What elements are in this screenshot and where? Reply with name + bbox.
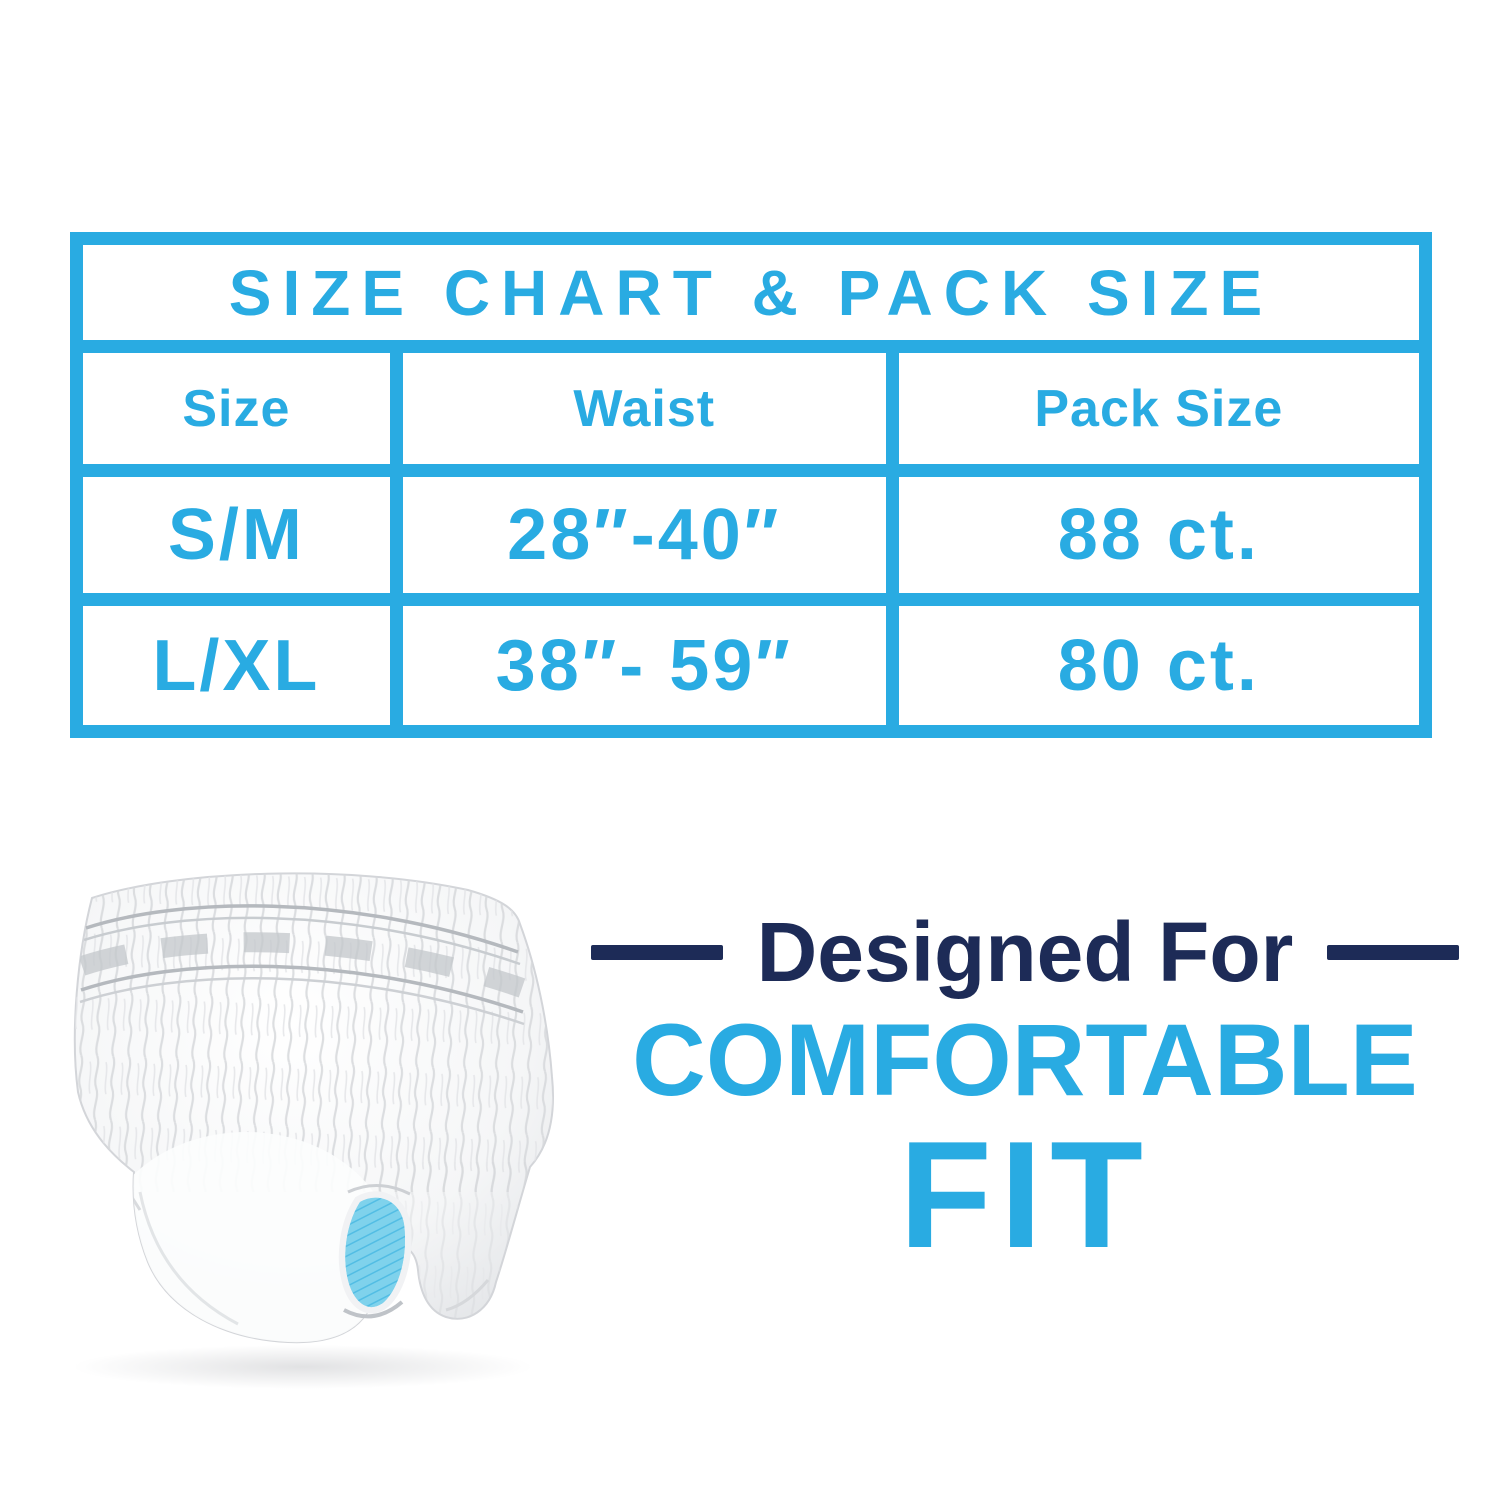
tagline-designed-for: Designed For bbox=[756, 905, 1294, 999]
dash-line-left-icon bbox=[590, 944, 723, 960]
size-chart-table: SIZE CHART & PACK SIZE Size Waist Pack S… bbox=[70, 232, 1432, 738]
product-photo bbox=[48, 862, 600, 1428]
photo-shadow bbox=[73, 1345, 533, 1389]
cell-waist-lxl: 38″- 59″ bbox=[402, 606, 886, 725]
absorbent-pad bbox=[338, 1191, 412, 1319]
cell-pack-lxl: 80 ct. bbox=[898, 606, 1419, 725]
waistband-pattern bbox=[78, 904, 526, 1026]
underwear-illustration bbox=[73, 872, 554, 1389]
cell-pack-sm: 88 ct. bbox=[898, 477, 1419, 593]
tagline-comfortable: COMFORTABLE bbox=[632, 1002, 1418, 1117]
cell-size-lxl: L/XL bbox=[83, 606, 390, 725]
cell-size-sm: S/M bbox=[83, 477, 390, 593]
column-header-size: Size bbox=[83, 353, 390, 464]
column-header-pack-size: Pack Size bbox=[898, 353, 1419, 464]
dash-line-right-icon bbox=[1327, 944, 1460, 960]
column-header-waist: Waist bbox=[402, 353, 886, 464]
cell-waist-sm: 28″-40″ bbox=[402, 477, 886, 593]
tagline-designed-for-row: Designed For bbox=[585, 902, 1465, 1003]
tagline-fit: FIT bbox=[899, 1109, 1151, 1280]
size-chart-title: SIZE CHART & PACK SIZE bbox=[83, 245, 1419, 340]
tagline-block: Designed For COMFORTABLE FIT bbox=[585, 902, 1465, 1271]
